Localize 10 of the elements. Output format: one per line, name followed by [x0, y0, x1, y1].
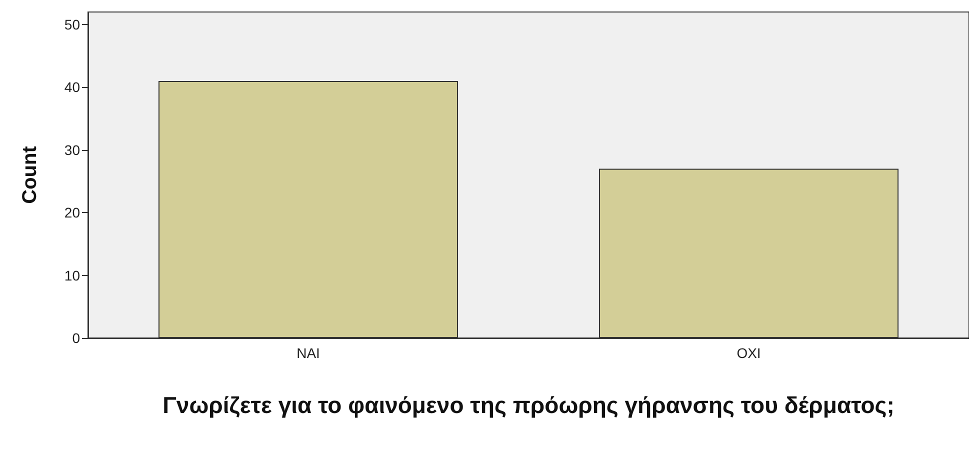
y-tick-label: 20	[64, 204, 80, 221]
x-tick-label: ΝΑΙ	[296, 345, 320, 361]
y-tick-label: 0	[72, 330, 80, 346]
x-tick-label: ΟΧΙ	[736, 345, 761, 361]
x-axis-title: Γνωρίζετε για το φαινόμενο της πρόωρης γήρανσης του δέρματος;	[162, 392, 894, 418]
y-tick-label: 50	[64, 16, 80, 33]
y-tick-label: 40	[64, 79, 80, 96]
y-tick-label: 30	[64, 142, 80, 158]
y-axis-title: Count	[19, 146, 41, 204]
y-tick-label: 10	[64, 267, 80, 284]
